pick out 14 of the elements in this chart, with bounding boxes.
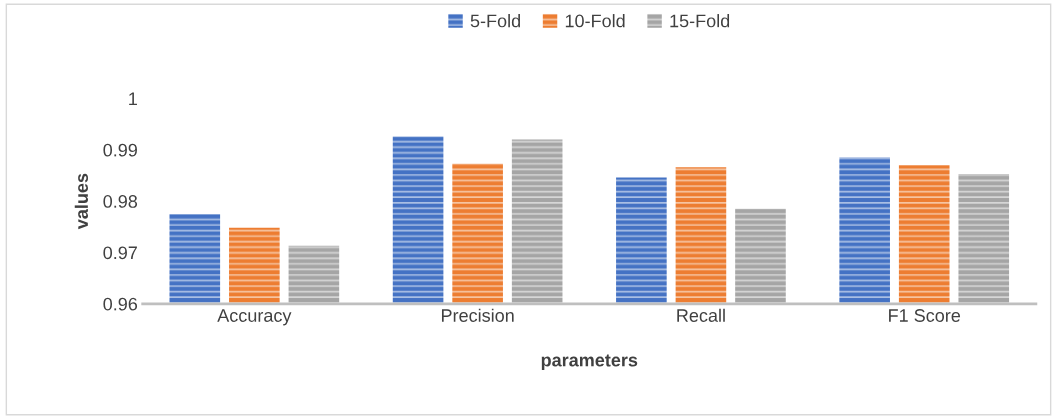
- y-tick-label: 0.96: [103, 297, 138, 311]
- y-axis-title: values: [74, 173, 89, 230]
- x-tick-label: F1 Score: [889, 309, 961, 322]
- y-tick-label: 0.97: [103, 246, 137, 260]
- legend-label: 10-Fold: [565, 14, 625, 28]
- legend-label: 15-Fold: [670, 14, 730, 28]
- x-axis-title: parameters: [541, 354, 638, 371]
- y-tick-label: 1: [129, 92, 137, 106]
- y-tick-label: 0.99: [103, 143, 137, 157]
- legend-label: 5-Fold: [470, 14, 520, 28]
- x-tick-label: Accuracy: [217, 309, 292, 326]
- x-tick-label: Precision: [441, 308, 514, 322]
- y-tick-label: 0.98: [103, 195, 138, 208]
- x-tick-label: Recall: [677, 308, 725, 322]
